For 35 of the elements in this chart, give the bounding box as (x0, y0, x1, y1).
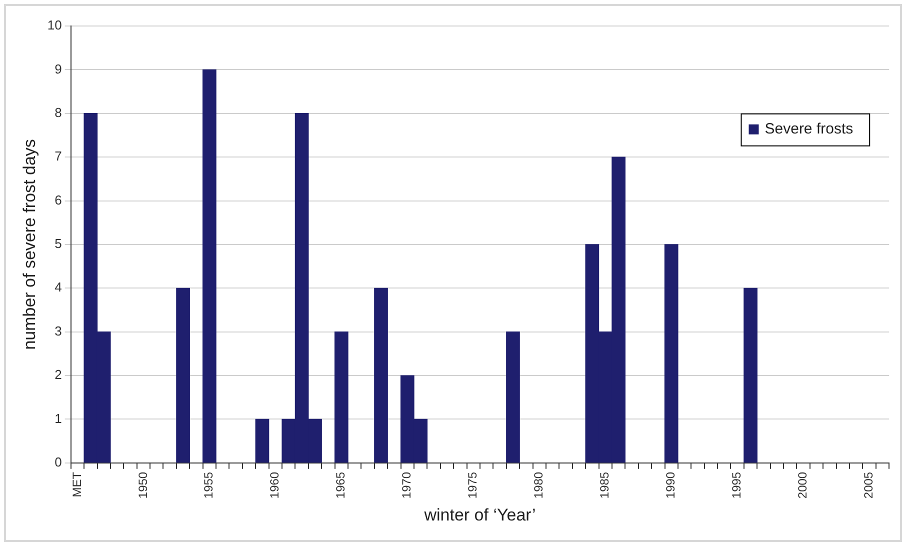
bar (202, 69, 216, 463)
x-tick-label: 2005 (862, 472, 876, 499)
x-tick-label: 1985 (598, 472, 612, 499)
bar (664, 244, 678, 463)
y-tick-label: 3 (54, 323, 62, 338)
bar (506, 332, 520, 463)
bar (334, 332, 348, 463)
y-tick-label: 6 (54, 192, 62, 208)
x-tick-label: 1990 (664, 472, 678, 499)
y-tick-label: 5 (54, 236, 62, 252)
x-tick-label: 1955 (202, 472, 216, 499)
x-tick-label: 1995 (730, 472, 744, 499)
bar (744, 288, 758, 463)
legend-label: Severe frosts (764, 120, 854, 138)
y-tick-label: 8 (54, 104, 62, 120)
y-axis-title: number of severe frost days (20, 139, 39, 350)
y-tick-label: 1 (54, 410, 62, 426)
x-axis-title: winter of ‘Year’ (423, 505, 536, 524)
x-tick-label: 1960 (268, 472, 282, 499)
y-tick-label: 10 (47, 18, 62, 33)
y-tick-label: 0 (54, 454, 62, 470)
x-tick-label: 1970 (400, 472, 414, 499)
y-tick-label: 7 (54, 148, 62, 164)
x-tick-label: 1975 (466, 472, 480, 499)
bar (374, 288, 388, 463)
bar (176, 288, 190, 463)
x-tick-label: 1965 (334, 472, 348, 499)
y-tick-label: 2 (54, 367, 62, 382)
y-tick-label: 4 (54, 280, 62, 295)
x-tick-label: MET (70, 471, 84, 498)
x-tick-label: 2000 (796, 472, 810, 499)
y-tick-label: 9 (54, 61, 62, 76)
x-tick-label: 1980 (532, 472, 546, 499)
x-tick-label: 1950 (136, 472, 150, 499)
bar (255, 418, 270, 463)
